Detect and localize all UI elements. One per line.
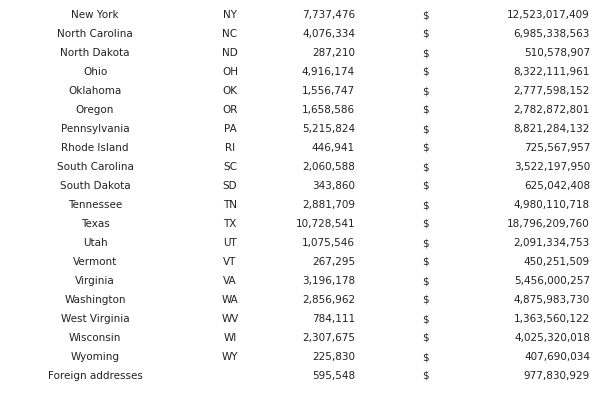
Text: Foreign addresses: Foreign addresses	[47, 371, 142, 381]
Text: $: $	[422, 124, 429, 134]
Text: 2,777,598,152: 2,777,598,152	[514, 86, 590, 96]
Text: 6,985,338,563: 6,985,338,563	[514, 29, 590, 39]
Text: $: $	[422, 257, 429, 267]
Text: VA: VA	[223, 276, 237, 286]
Text: 3,196,178: 3,196,178	[302, 276, 355, 286]
Text: 977,830,929: 977,830,929	[524, 371, 590, 381]
Text: UT: UT	[223, 238, 237, 248]
Text: $: $	[422, 105, 429, 115]
Text: Wyoming: Wyoming	[71, 352, 120, 362]
Text: PA: PA	[223, 124, 236, 134]
Text: 5,215,824: 5,215,824	[302, 124, 355, 134]
Text: $: $	[422, 29, 429, 39]
Text: NC: NC	[222, 29, 238, 39]
Text: 4,916,174: 4,916,174	[302, 67, 355, 77]
Text: 18,796,209,760: 18,796,209,760	[507, 219, 590, 229]
Text: OH: OH	[222, 67, 238, 77]
Text: South Carolina: South Carolina	[56, 162, 133, 172]
Text: $: $	[422, 162, 429, 172]
Text: 595,548: 595,548	[312, 371, 355, 381]
Text: 4,875,983,730: 4,875,983,730	[514, 295, 590, 305]
Text: $: $	[422, 10, 429, 20]
Text: 446,941: 446,941	[312, 143, 355, 153]
Text: 8,821,284,132: 8,821,284,132	[514, 124, 590, 134]
Text: 12,523,017,409: 12,523,017,409	[507, 10, 590, 20]
Text: WY: WY	[222, 352, 238, 362]
Text: $: $	[422, 238, 429, 248]
Text: $: $	[422, 276, 429, 286]
Text: 5,456,000,257: 5,456,000,257	[514, 276, 590, 286]
Text: 450,251,509: 450,251,509	[524, 257, 590, 267]
Text: WV: WV	[221, 314, 239, 324]
Text: Utah: Utah	[83, 238, 107, 248]
Text: RI: RI	[225, 143, 235, 153]
Text: Washington: Washington	[64, 295, 126, 305]
Text: 4,025,320,018: 4,025,320,018	[514, 333, 590, 343]
Text: $: $	[422, 181, 429, 191]
Text: 7,737,476: 7,737,476	[302, 10, 355, 20]
Text: 510,578,907: 510,578,907	[524, 48, 590, 58]
Text: 2,782,872,801: 2,782,872,801	[514, 105, 590, 115]
Text: 1,075,546: 1,075,546	[302, 238, 355, 248]
Text: 784,111: 784,111	[312, 314, 355, 324]
Text: Virginia: Virginia	[75, 276, 115, 286]
Text: Oklahoma: Oklahoma	[68, 86, 122, 96]
Text: Texas: Texas	[80, 219, 109, 229]
Text: NY: NY	[223, 10, 237, 20]
Text: SD: SD	[223, 181, 238, 191]
Text: 1,658,586: 1,658,586	[302, 105, 355, 115]
Text: 4,076,334: 4,076,334	[302, 29, 355, 39]
Text: 2,307,675: 2,307,675	[302, 333, 355, 343]
Text: 2,881,709: 2,881,709	[302, 200, 355, 210]
Text: New York: New York	[71, 10, 119, 20]
Text: 1,363,560,122: 1,363,560,122	[514, 314, 590, 324]
Text: Rhode Island: Rhode Island	[61, 143, 129, 153]
Text: SC: SC	[223, 162, 237, 172]
Text: 10,728,541: 10,728,541	[295, 219, 355, 229]
Text: 2,856,962: 2,856,962	[302, 295, 355, 305]
Text: 3,522,197,950: 3,522,197,950	[514, 162, 590, 172]
Text: 2,091,334,753: 2,091,334,753	[514, 238, 590, 248]
Text: $: $	[422, 48, 429, 58]
Text: $: $	[422, 143, 429, 153]
Text: 2,060,588: 2,060,588	[302, 162, 355, 172]
Text: 1,556,747: 1,556,747	[302, 86, 355, 96]
Text: $: $	[422, 200, 429, 210]
Text: 343,860: 343,860	[312, 181, 355, 191]
Text: OK: OK	[222, 86, 238, 96]
Text: Ohio: Ohio	[83, 67, 107, 77]
Text: Vermont: Vermont	[73, 257, 117, 267]
Text: $: $	[422, 67, 429, 77]
Text: OR: OR	[222, 105, 238, 115]
Text: $: $	[422, 352, 429, 362]
Text: Tennessee: Tennessee	[68, 200, 122, 210]
Text: $: $	[422, 314, 429, 324]
Text: 725,567,957: 725,567,957	[524, 143, 590, 153]
Text: North Carolina: North Carolina	[57, 29, 133, 39]
Text: ND: ND	[222, 48, 238, 58]
Text: 225,830: 225,830	[312, 352, 355, 362]
Text: VT: VT	[223, 257, 236, 267]
Text: $: $	[422, 371, 429, 381]
Text: $: $	[422, 219, 429, 229]
Text: West Virginia: West Virginia	[61, 314, 130, 324]
Text: Pennsylvania: Pennsylvania	[61, 124, 130, 134]
Text: WA: WA	[222, 295, 238, 305]
Text: 625,042,408: 625,042,408	[524, 181, 590, 191]
Text: 8,322,111,961: 8,322,111,961	[514, 67, 590, 77]
Text: $: $	[422, 295, 429, 305]
Text: TX: TX	[223, 219, 236, 229]
Text: 267,295: 267,295	[312, 257, 355, 267]
Text: 407,690,034: 407,690,034	[524, 352, 590, 362]
Text: 287,210: 287,210	[312, 48, 355, 58]
Text: South Dakota: South Dakota	[60, 181, 130, 191]
Text: WI: WI	[223, 333, 236, 343]
Text: $: $	[422, 86, 429, 96]
Text: $: $	[422, 333, 429, 343]
Text: Wisconsin: Wisconsin	[69, 333, 121, 343]
Text: TN: TN	[223, 200, 237, 210]
Text: Oregon: Oregon	[76, 105, 114, 115]
Text: North Dakota: North Dakota	[60, 48, 130, 58]
Text: 4,980,110,718: 4,980,110,718	[514, 200, 590, 210]
